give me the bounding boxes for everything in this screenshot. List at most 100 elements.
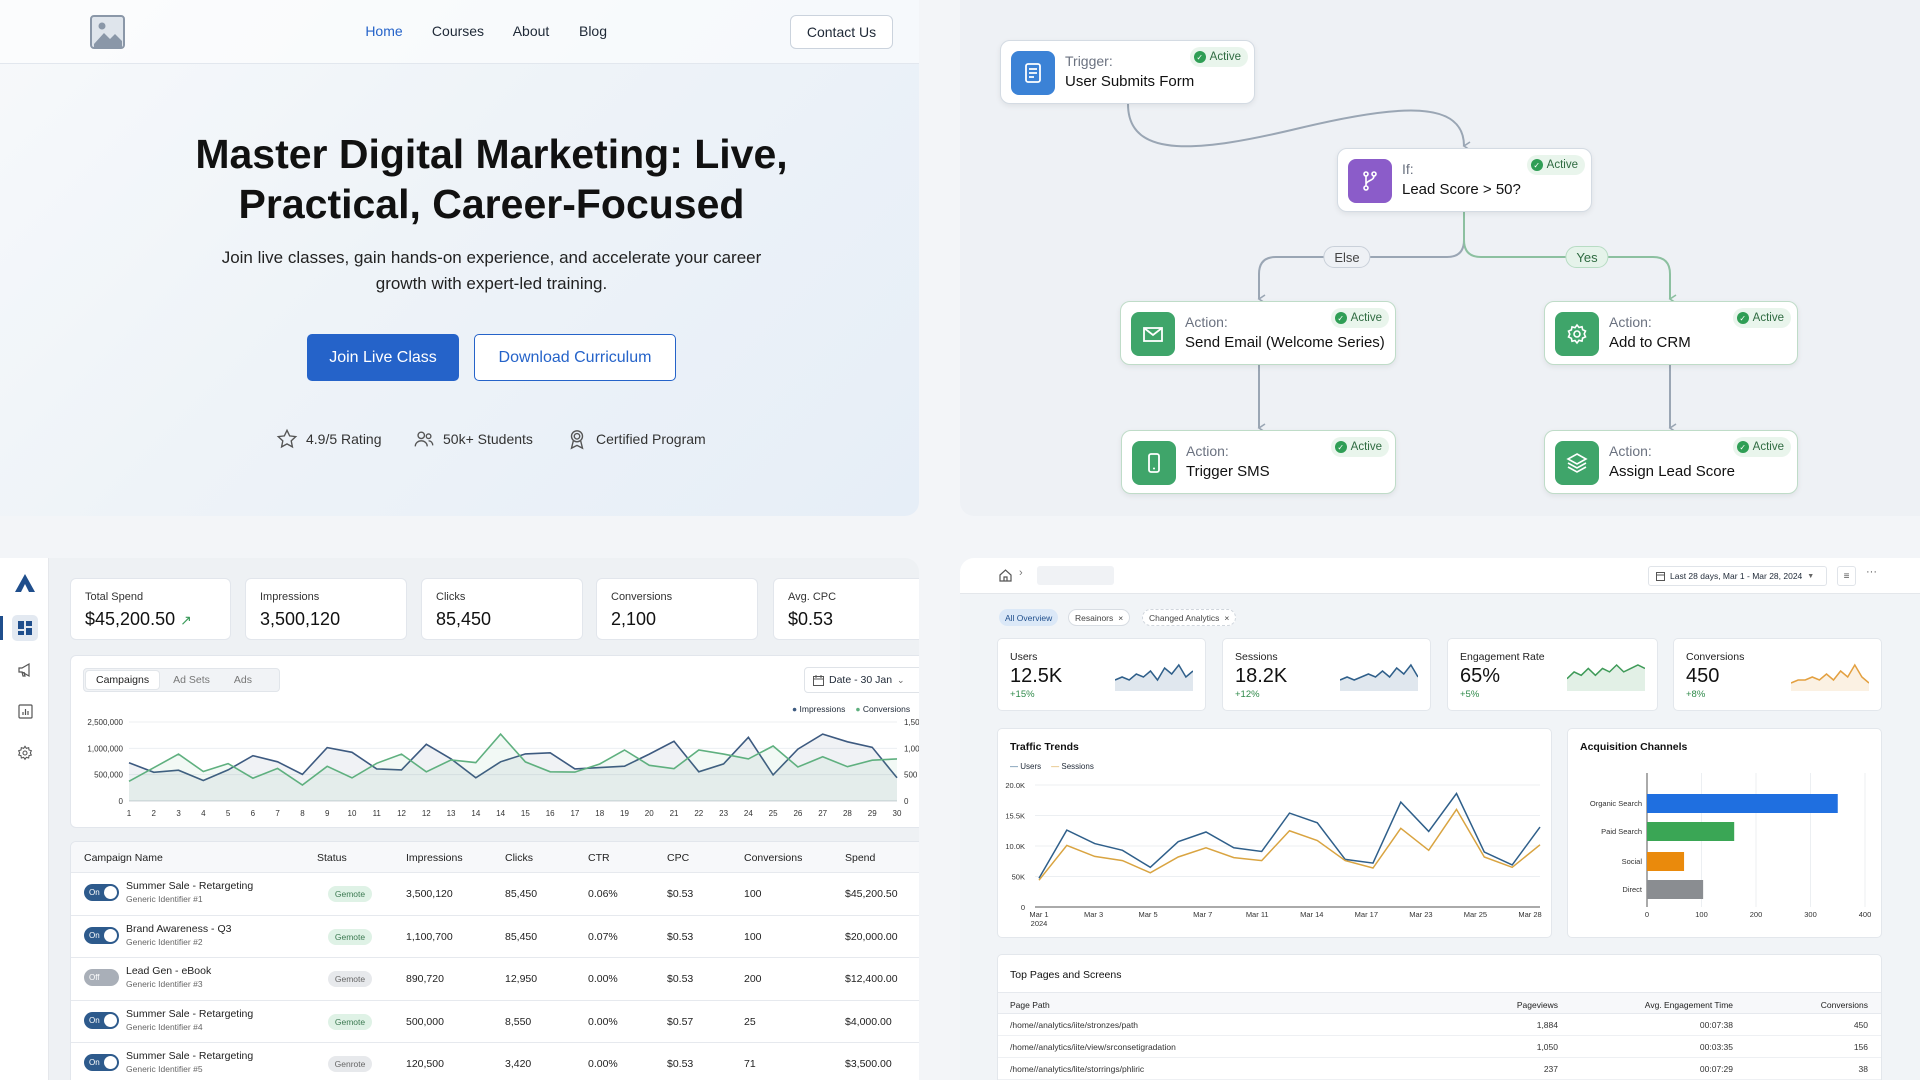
workflow-node-score[interactable]: Action: Assign Lead Score ✓ Active <box>1544 430 1798 494</box>
chip-resainors[interactable]: Resainors × <box>1068 609 1131 626</box>
table-row[interactable]: On Summer Sale - Retargeting Generic Ident… <box>71 872 919 914</box>
workflow-node-crm[interactable]: Action: Add to CRM ✓ Active <box>1544 301 1798 365</box>
x-tick-label: 11 <box>373 809 382 818</box>
x-tick-label: 16 <box>546 809 555 818</box>
page-path[interactable]: /home//analytics/lite/storrings/phliric <box>1010 1064 1145 1074</box>
chip-changed-analytics[interactable]: Changed Analytics × <box>1142 609 1237 626</box>
avg-engagement-time: 00:03:35 <box>1699 1042 1733 1052</box>
close-icon[interactable]: × <box>1118 612 1124 623</box>
home-icon[interactable] <box>999 569 1012 582</box>
column-header[interactable]: CPC <box>667 852 690 864</box>
layers-icon <box>1555 441 1599 485</box>
table-row[interactable]: Off Lead Gen - eBook Generic Identifier #3… <box>71 957 919 999</box>
column-header[interactable]: Impressions <box>406 852 463 864</box>
table-row[interactable]: /home//analytics/iite/stronzes/path 1,884… <box>998 1014 1881 1036</box>
campaign-name[interactable]: Brand Awareness - Q3 <box>126 922 232 935</box>
kpi-card-total-spend: Total Spend $45,200.50 ↗ <box>70 578 231 640</box>
table-row[interactable]: /home//analytics/lite/storrings/phliric 2… <box>998 1058 1881 1080</box>
close-icon[interactable]: × <box>1224 612 1230 623</box>
column-header[interactable]: Page Path <box>1010 1000 1050 1010</box>
column-header[interactable]: Conversions <box>1820 1000 1868 1010</box>
kpi-label: Users <box>1010 651 1038 663</box>
page-path[interactable]: /home//analytics/iite/stronzes/path <box>1010 1020 1139 1030</box>
cell-spend: $45,200.50 <box>845 888 898 900</box>
date-filter-dropdown[interactable]: Date - 30 Jan ⌄ <box>804 667 919 693</box>
tab-campaigns[interactable]: Campaigns <box>86 671 160 689</box>
campaign-name[interactable]: Summer Sale - Retargeting <box>126 1050 254 1062</box>
dashboard-icon[interactable] <box>12 615 38 641</box>
campaign-name[interactable]: Summer Sale - Retargeting <box>126 880 254 892</box>
kpi-value: 65% <box>1460 665 1501 687</box>
contact-us-button[interactable]: Contact Us <box>790 15 893 49</box>
column-header[interactable]: Spend <box>845 852 876 864</box>
toggle-label: Off <box>89 973 100 982</box>
status-badge: ✓ Active <box>1526 155 1585 175</box>
column-header[interactable]: Pageviews <box>1516 1000 1558 1010</box>
campaign-name[interactable]: Lead Gen - eBook <box>126 965 212 977</box>
x-tick-label: 14 <box>496 809 505 818</box>
column-header[interactable]: Status <box>317 852 347 864</box>
page-path[interactable]: /home//analytics/iite/view/srconsetigrad… <box>1010 1042 1176 1052</box>
chip-all-overview[interactable]: All Overview <box>999 609 1059 626</box>
column-header[interactable]: CTR <box>588 852 610 864</box>
mail-icon <box>1131 312 1175 356</box>
tab-ads[interactable]: Ads <box>233 674 252 686</box>
area-conversions <box>129 734 897 801</box>
column-header[interactable]: Clicks <box>505 852 533 864</box>
campaign-toggle[interactable]: On <box>84 884 119 901</box>
sparkline-line <box>1340 663 1418 681</box>
join-live-class-button[interactable]: Join Live Class <box>307 334 459 381</box>
logo-image-icon[interactable] <box>90 15 125 49</box>
column-header[interactable]: Campaign Name <box>84 852 163 864</box>
headline-line-1: Master Digital Marketing: Live, <box>195 131 788 177</box>
y-tick-label: 2,500,000 <box>87 718 123 727</box>
breadcrumb-placeholder[interactable] <box>1037 566 1114 585</box>
toggle-label: On <box>89 888 100 897</box>
megaphone-icon[interactable] <box>12 657 38 683</box>
check-circle-icon: ✓ <box>1736 441 1749 453</box>
top-pages-panel: Top Pages and Screens Page Path Pageviews… <box>997 954 1882 1080</box>
campaign-toggle[interactable]: On <box>84 1011 119 1029</box>
conversions: 38 <box>1858 1064 1868 1074</box>
download-curriculum-button[interactable]: Download Curriculum <box>474 334 676 381</box>
check-circle-icon: ✓ <box>1334 441 1347 453</box>
x-tick-label: 18 <box>595 809 604 818</box>
nav-home[interactable]: Home <box>365 23 403 39</box>
stat-students-label: 50k+ Students <box>443 431 533 447</box>
cell-spend: $12,400.00 <box>845 973 898 985</box>
table-row[interactable]: On Summer Sale - Retargeting Generic Ident… <box>71 1042 919 1080</box>
workflow-node-email[interactable]: Action: Send Email (Welcome Series) ✓ Activ… <box>1120 301 1396 365</box>
column-header[interactable]: Conversions <box>744 852 803 864</box>
connector-trigger-to-if <box>1127 103 1471 151</box>
workflow-node-trigger[interactable]: Trigger: User Submits Form ✓ Active <box>1000 40 1255 104</box>
sparkline <box>1340 663 1418 691</box>
tab-ad-sets[interactable]: Ad Sets <box>173 674 210 686</box>
line-conversions <box>128 732 898 786</box>
settings-icon[interactable] <box>12 740 38 766</box>
y-tick-label: 50K <box>1012 873 1025 882</box>
nav-courses[interactable]: Courses <box>431 23 485 39</box>
chevron-down-icon: ⌄ <box>897 674 905 685</box>
table-row[interactable]: /home//analytics/iite/view/srconsetigrad… <box>998 1036 1881 1058</box>
column-header[interactable]: Avg. Engagement Time <box>1644 1000 1733 1010</box>
workflow-node-if[interactable]: If: Lead Score > 50? ✓ Active <box>1337 148 1592 212</box>
table-row[interactable]: On Brand Awareness - Q3 Generic Identifier… <box>71 914 919 957</box>
nav-about[interactable]: About <box>512 23 550 39</box>
report-icon[interactable] <box>12 698 38 724</box>
campaign-toggle[interactable]: On <box>84 1054 119 1071</box>
status-badge: Gemote <box>328 971 372 987</box>
nav-blog[interactable]: Blog <box>578 23 608 39</box>
kpi-value: $0.53 <box>788 609 833 630</box>
x-tick-label: 20 <box>645 809 654 818</box>
more-options-icon[interactable]: ··· <box>1866 566 1877 578</box>
workflow-node-sms[interactable]: Action: Trigger SMS ✓ Active <box>1121 430 1396 494</box>
campaign-name[interactable]: Summer Sale - Retargeting <box>126 1007 254 1020</box>
x-tick-label: Mar 28 <box>1518 910 1541 919</box>
campaign-toggle[interactable]: On <box>84 926 119 944</box>
table-row[interactable]: On Summer Sale - Retargeting Generic Ident… <box>71 999 919 1042</box>
users-icon <box>414 431 434 447</box>
campaign-toggle[interactable]: Off <box>84 969 119 986</box>
status-badge: ✓ Active <box>1330 437 1389 457</box>
filter-icon[interactable]: ≡ <box>1837 566 1856 586</box>
date-range-dropdown[interactable]: Last 28 days, Mar 1 - Mar 28, 2024 ▼ <box>1648 566 1827 586</box>
